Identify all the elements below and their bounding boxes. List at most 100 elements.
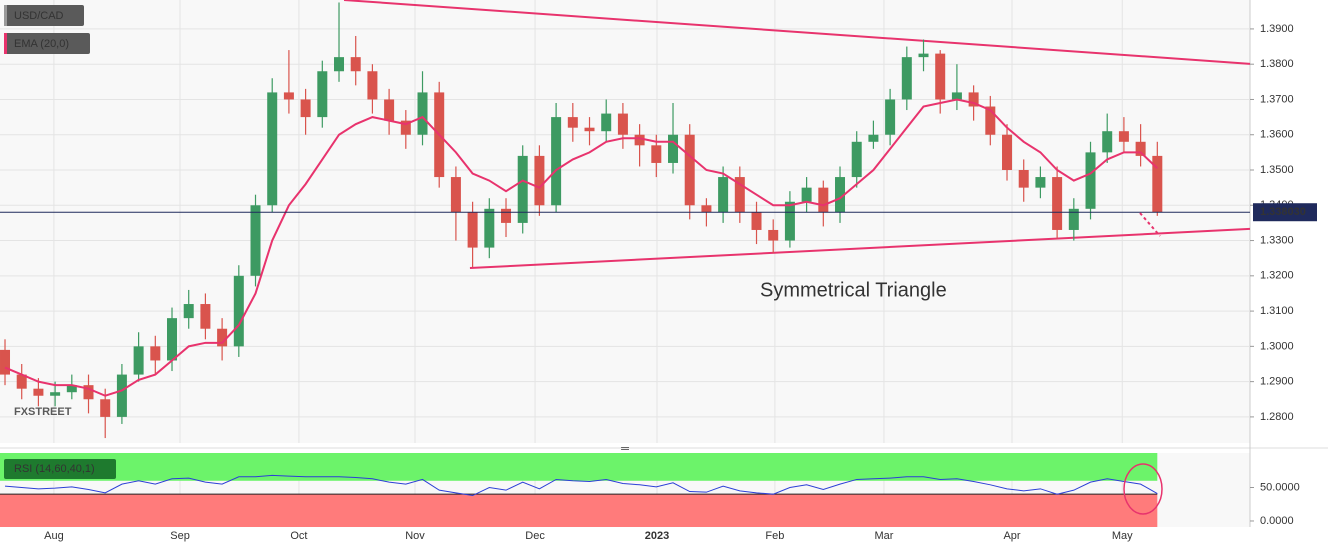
last-price-box: [1253, 203, 1317, 222]
candle-body: [1118, 131, 1129, 142]
y-tick-label: 1.3100: [1260, 305, 1294, 317]
y-tick-label: 50.0000: [1260, 481, 1300, 493]
legend-swatch: [4, 5, 7, 26]
candle-body: [551, 117, 562, 206]
legend-label: EMA (20,0): [14, 38, 69, 50]
x-tick-label: Feb: [765, 530, 784, 542]
candle-body: [534, 155, 545, 206]
candle-body: [450, 177, 461, 213]
candle-body: [300, 99, 311, 118]
candle-body: [985, 106, 996, 135]
y-tick-label: 1.3700: [1260, 93, 1294, 105]
candle-body: [501, 208, 512, 223]
candle-body: [183, 304, 194, 319]
candle-body: [50, 392, 61, 396]
candle-body: [718, 177, 729, 213]
candle-body: [167, 318, 178, 361]
trendline: [469, 227, 1251, 270]
candle-body: [484, 208, 495, 248]
candle-body: [417, 92, 428, 135]
candle-body: [634, 134, 645, 146]
candle-body: [1102, 131, 1113, 153]
x-tick-label: Apr: [1003, 530, 1020, 542]
x-tick-label: Mar: [874, 530, 893, 542]
candle-body: [233, 275, 244, 347]
candle-body: [217, 328, 228, 347]
x-tick-label: Sep: [170, 530, 190, 542]
candle-body: [1052, 177, 1063, 230]
ema-line: [4, 98, 1159, 397]
candle-body: [567, 117, 578, 128]
candle-body: [885, 99, 896, 135]
candle-body: [283, 92, 294, 100]
candle-body: [1002, 134, 1013, 171]
y-tick-label: 1.3300: [1260, 234, 1294, 246]
x-tick-label: Aug: [44, 530, 64, 542]
y-tick-label: 0.0000: [1260, 515, 1294, 527]
candle-body: [835, 177, 846, 213]
legend-box: [4, 33, 90, 54]
candle-body: [734, 177, 745, 213]
candle-body: [16, 374, 27, 389]
candle-body: [384, 99, 395, 121]
candle-body: [400, 120, 411, 135]
x-tick-label: May: [1112, 530, 1133, 542]
legend-label: USD/CAD: [14, 10, 64, 22]
last-price-label: 1.338030: [1260, 206, 1306, 218]
candle-body: [116, 374, 127, 417]
y-tick-label: 1.3500: [1260, 164, 1294, 176]
trendline: [343, 0, 1251, 65]
rsi-line: [4, 474, 1158, 497]
candle-body: [334, 57, 345, 72]
x-tick-label: Dec: [525, 530, 545, 542]
projection: [1139, 212, 1161, 237]
y-tick-label: 1.3200: [1260, 270, 1294, 282]
candle-body: [133, 346, 144, 375]
candle-body: [467, 212, 478, 248]
annotation: Symmetrical Triangle: [760, 279, 947, 301]
candle-body: [968, 92, 979, 107]
candle-body: [1018, 170, 1029, 188]
candle-body: [250, 205, 261, 276]
candle-body: [1135, 141, 1146, 156]
upper-band: [0, 453, 1158, 481]
candle-body: [868, 134, 879, 142]
y-tick-label: 1.3000: [1260, 340, 1294, 352]
legend-swatch: [4, 33, 7, 54]
y-tick-label: 1.3900: [1260, 23, 1294, 35]
candle-body: [918, 53, 929, 58]
price-panel: [0, 0, 1250, 443]
y-tick-label: 1.2900: [1260, 376, 1294, 388]
candle-body: [935, 53, 946, 100]
candle-body: [818, 187, 829, 213]
candle-body: [768, 229, 779, 241]
lower-band: [0, 494, 1158, 527]
x-tick-label: 2023: [645, 530, 669, 542]
x-tick-label: Oct: [290, 530, 307, 542]
candle-body: [1085, 152, 1096, 209]
y-tick-label: 1.3600: [1260, 129, 1294, 141]
candle-body: [651, 145, 662, 163]
candle-body: [801, 187, 812, 202]
legend-box: [4, 459, 116, 479]
candle-body: [33, 388, 44, 396]
watermark: FXSTREET: [14, 406, 72, 418]
candle-body: [684, 134, 695, 206]
candle-body: [701, 205, 712, 213]
candle-body: [617, 113, 628, 135]
candle-body: [584, 127, 595, 132]
candle-body: [317, 71, 328, 118]
candle-body: [1068, 208, 1079, 230]
highlight-circle: [1123, 463, 1163, 515]
candle-body: [66, 385, 77, 393]
candle-body: [951, 92, 962, 100]
y-tick-label: 1.3800: [1260, 58, 1294, 70]
candle-body: [784, 201, 795, 241]
candle-body: [1152, 155, 1163, 213]
candle-body: [517, 155, 528, 223]
candle-body: [751, 212, 762, 230]
legend-box: [4, 5, 84, 26]
candle-body: [350, 57, 361, 72]
candle-body: [851, 141, 862, 178]
